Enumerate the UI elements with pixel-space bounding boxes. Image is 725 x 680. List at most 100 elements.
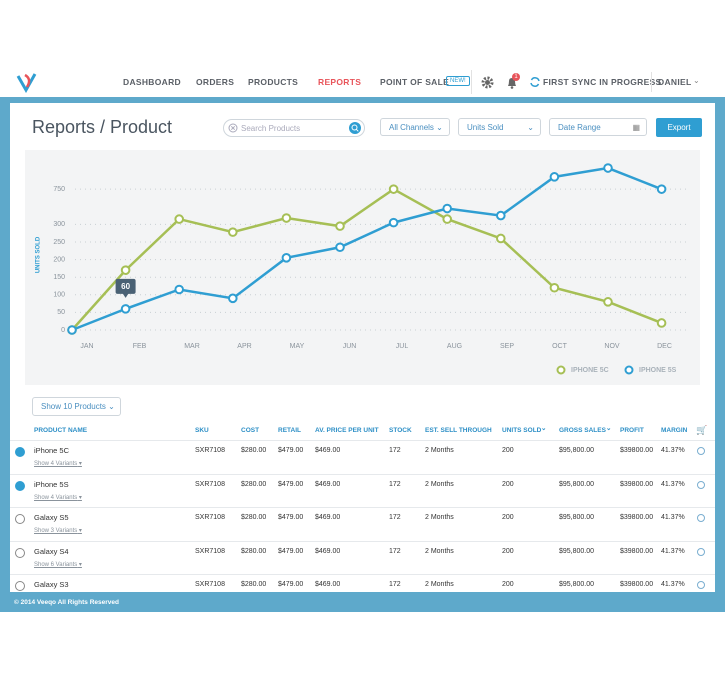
clear-icon[interactable] <box>228 123 238 133</box>
column-header[interactable]: GROSS SALES <box>559 427 606 434</box>
search-box[interactable]: Search Products <box>223 119 365 137</box>
series-line <box>71 166 663 332</box>
info-icon[interactable] <box>697 480 705 489</box>
data-point <box>656 184 667 194</box>
nav-item-active[interactable]: REPORTS <box>318 77 362 87</box>
nav-item[interactable]: POINT OF SALE <box>380 77 450 87</box>
product-name: Galaxy S4 <box>34 546 69 556</box>
export-button[interactable]: Export <box>656 118 702 137</box>
cell: $479.00 <box>278 581 304 588</box>
cell: $280.00 <box>241 547 267 555</box>
data-point <box>388 217 399 228</box>
variants-arrow[interactable]: ▾ <box>77 461 82 467</box>
search-icon[interactable] <box>349 122 361 134</box>
column-header[interactable]: EST. SELL THROUGH <box>425 427 492 434</box>
table-row: iPhone 5S Show 4 Variants ▾ SXR7108 $280.00… <box>10 473 715 509</box>
nav-item[interactable]: PRODUCTS <box>248 77 299 87</box>
cell: 41.37% <box>661 514 685 521</box>
variants-arrow[interactable]: ▾ <box>77 494 82 501</box>
legend-marker <box>624 365 634 375</box>
cart-icon[interactable]: 🛒 <box>696 425 708 435</box>
user-menu[interactable] <box>651 72 704 92</box>
row-checkbox[interactable] <box>15 547 25 558</box>
nav-item[interactable]: DASHBOARD <box>123 77 181 87</box>
legend-label: IPHONE 5S <box>639 367 677 374</box>
x-tick-label: OCT <box>552 343 568 350</box>
tooltip <box>115 278 136 294</box>
column-header[interactable]: COST <box>241 427 260 434</box>
notification-count: 1 <box>512 73 520 81</box>
variants-toggle[interactable]: Show 3 Variants ▾ <box>34 528 82 534</box>
x-tick-label: NOV <box>604 343 620 350</box>
row-checkbox[interactable] <box>15 514 25 524</box>
column-header[interactable]: PROFIT <box>620 427 644 434</box>
chart: UNITS SOLD 0 50 100 150 200 250 300 750 JAN FEB MA… <box>25 150 700 385</box>
cell: $469.00 <box>315 514 341 521</box>
row-checkbox[interactable] <box>15 581 25 591</box>
variants-toggle[interactable]: Show 4 Variants ▾ <box>34 494 82 501</box>
y-tick-label: 250 <box>53 239 65 246</box>
variants-arrow[interactable]: ▾ <box>77 561 82 568</box>
cell: SXR7108 <box>195 581 225 588</box>
cell: $39800.00 <box>620 514 654 521</box>
cell: $39800.00 <box>620 581 654 588</box>
data-point <box>228 227 238 237</box>
sync-status: FIRST SYNC IN PROGRESS <box>543 77 662 87</box>
sort-icon[interactable]: ⌄ <box>541 425 547 432</box>
variants-toggle[interactable]: Show 6 Variants ▾ <box>34 561 82 568</box>
variants-arrow[interactable]: ▾ <box>77 528 82 534</box>
product-name: iPhone 5C <box>34 446 70 455</box>
y-tick-label: 50 <box>57 309 65 316</box>
data-point <box>120 265 131 275</box>
x-tick-label: JAN <box>80 343 93 350</box>
cell: $469.00 <box>315 480 341 488</box>
series-line <box>71 187 663 331</box>
column-header[interactable]: MARGIN <box>661 427 688 434</box>
settings-icon[interactable] <box>481 76 494 89</box>
cell: $280.00 <box>241 447 267 454</box>
legend-label: IPHONE 5C <box>571 367 609 374</box>
data-point <box>549 282 560 293</box>
cell: $469.00 <box>315 547 341 555</box>
x-tick-label: MAR <box>184 343 200 350</box>
y-tick-label: 150 <box>53 274 65 281</box>
info-icon[interactable] <box>697 581 705 589</box>
data-point <box>603 297 613 307</box>
date-filter[interactable]: Date Range ▦ <box>549 118 647 136</box>
column-header[interactable]: RETAIL <box>278 427 301 434</box>
column-header[interactable]: SKU <box>195 427 209 434</box>
divider <box>471 70 472 94</box>
cell: $39800.00 <box>620 447 654 454</box>
data-point <box>67 325 77 335</box>
info-icon[interactable] <box>697 447 705 455</box>
info-icon[interactable] <box>697 514 705 522</box>
user-name[interactable]: DANIEL <box>658 77 692 87</box>
logo[interactable] <box>16 71 38 93</box>
column-header[interactable]: UNITS SOLD <box>502 427 542 434</box>
channel-filter[interactable]: All Channels ⌄ <box>380 118 450 136</box>
row-checkbox[interactable] <box>15 447 25 457</box>
cell: SXR7108 <box>195 480 225 488</box>
column-header[interactable]: AV. PRICE PER UNIT <box>315 427 379 434</box>
chevron: ⌄ <box>693 76 700 85</box>
cell: SXR7108 <box>195 547 225 555</box>
cell: $280.00 <box>241 581 267 588</box>
cell: SXR7108 <box>195 514 225 521</box>
variants-toggle[interactable]: Show 4 Variants ▾ <box>34 461 82 467</box>
sort-icon[interactable]: ⌄ <box>606 425 612 432</box>
metric-filter[interactable]: Units Sold ⌄ <box>458 118 541 136</box>
cell: $95,800.00 <box>559 547 595 555</box>
page-size-select[interactable]: Show 10 Products ⌄ <box>32 397 121 416</box>
data-point <box>228 293 238 304</box>
nav-item[interactable]: ORDERS <box>196 77 235 87</box>
column-header[interactable]: PRODUCT NAME <box>34 427 88 434</box>
tooltip-label: 60 <box>121 282 130 291</box>
row-checkbox[interactable] <box>15 480 25 491</box>
y-tick-label: 200 <box>53 256 65 263</box>
cell: $280.00 <box>241 480 267 488</box>
column-header[interactable]: STOCK <box>389 427 412 434</box>
x-tick-label: FEB <box>133 343 147 350</box>
info-icon[interactable] <box>697 547 705 556</box>
table-row: Galaxy S5 Show 3 Variants ▾ SXR7108 $280.00… <box>10 507 715 542</box>
